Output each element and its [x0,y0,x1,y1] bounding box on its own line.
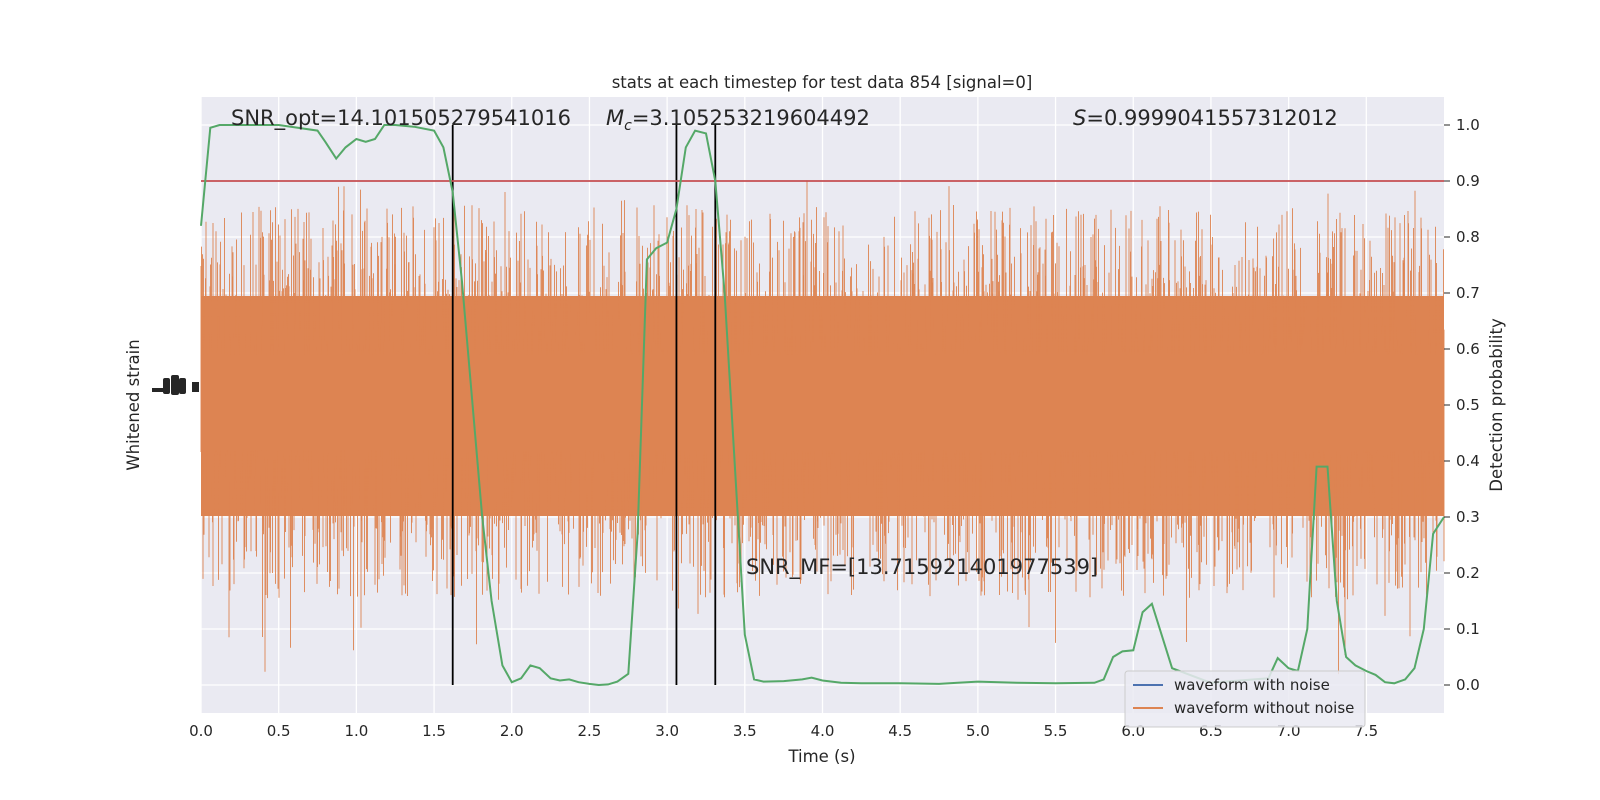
x-tick-label: 3.0 [655,722,679,740]
legend: waveform with noise waveform without noi… [1124,670,1366,728]
legend-box [1124,670,1366,728]
x-tick-label: 3.5 [733,722,757,740]
snr-mf-annotation: SNR_MF=[13.715921401977539] [746,555,1098,580]
legend-label-noise: waveform with noise [1174,676,1330,694]
x-axis-label: Time (s) [787,747,855,766]
left-axis-tick-cluster [152,375,199,395]
x-tick-label: 0.0 [189,722,213,740]
x-tick-label: 5.5 [1044,722,1068,740]
y-tick-label: 0.3 [1456,508,1480,526]
right-y-axis-label: Detection probability [1487,318,1506,492]
y-tick-label: 0.1 [1456,620,1480,638]
right-y-axis-ticks: 0.0 0.1 0.2 0.3 0.4 0.5 0.6 0.7 0.8 0.9 1.0 [1444,116,1480,694]
noise-spikes [200,180,1445,675]
detection-probability-series [200,124,1445,687]
left-y-axis-label: Whitened strain [124,339,143,470]
chirp-mass-annotation: Mc=3.105253219604492 [606,106,870,134]
snr-opt-annotation: SNR_opt=14.101505279541016 [231,106,571,131]
x-tick-label: 5.0 [966,722,990,740]
y-tick-label: 0.6 [1456,340,1480,358]
y-tick-label: 0.8 [1456,228,1480,246]
legend-label-clean: waveform without noise [1174,699,1354,717]
x-tick-label: 4.5 [888,722,912,740]
y-tick-label: 1.0 [1456,116,1480,134]
x-tick-label: 1.5 [422,722,446,740]
x-tick-label: 2.5 [578,722,602,740]
y-tick-label: 0.0 [1456,676,1480,694]
chart-title: stats at each timestep for test data 854… [612,73,1033,92]
y-tick-label: 0.9 [1456,172,1480,190]
y-tick-label: 0.4 [1456,452,1480,470]
y-tick-label: 0.2 [1456,564,1480,582]
x-tick-label: 1.0 [344,722,368,740]
vertical-markers [451,125,717,685]
noise-waveform-series [200,180,1445,675]
x-tick-label: 2.0 [500,722,524,740]
y-tick-label: 0.7 [1456,284,1480,302]
x-tick-label: 0.5 [267,722,291,740]
y-tick-label: 0.5 [1456,396,1480,414]
x-tick-label: 4.0 [811,722,835,740]
statistic-annotation: S=0.9999041557312012 [1073,106,1338,130]
